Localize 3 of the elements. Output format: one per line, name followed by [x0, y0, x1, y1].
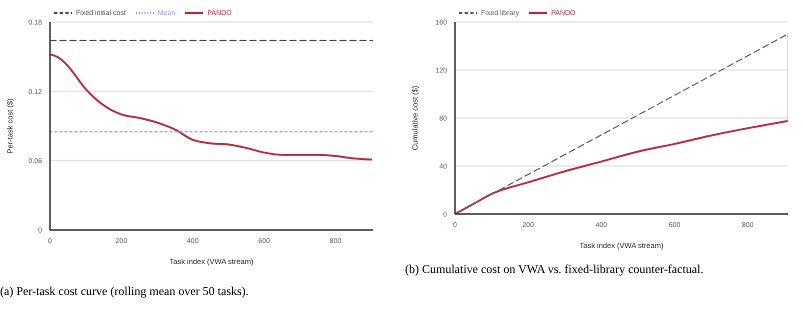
text: (a) Per-task cost curve (rolling mean over 50 tasks). [0, 284, 250, 299]
line-series [50, 53, 372, 161]
text: (b) Cumulative cost on VWA vs. fixed-library counter-factual. [405, 262, 704, 277]
